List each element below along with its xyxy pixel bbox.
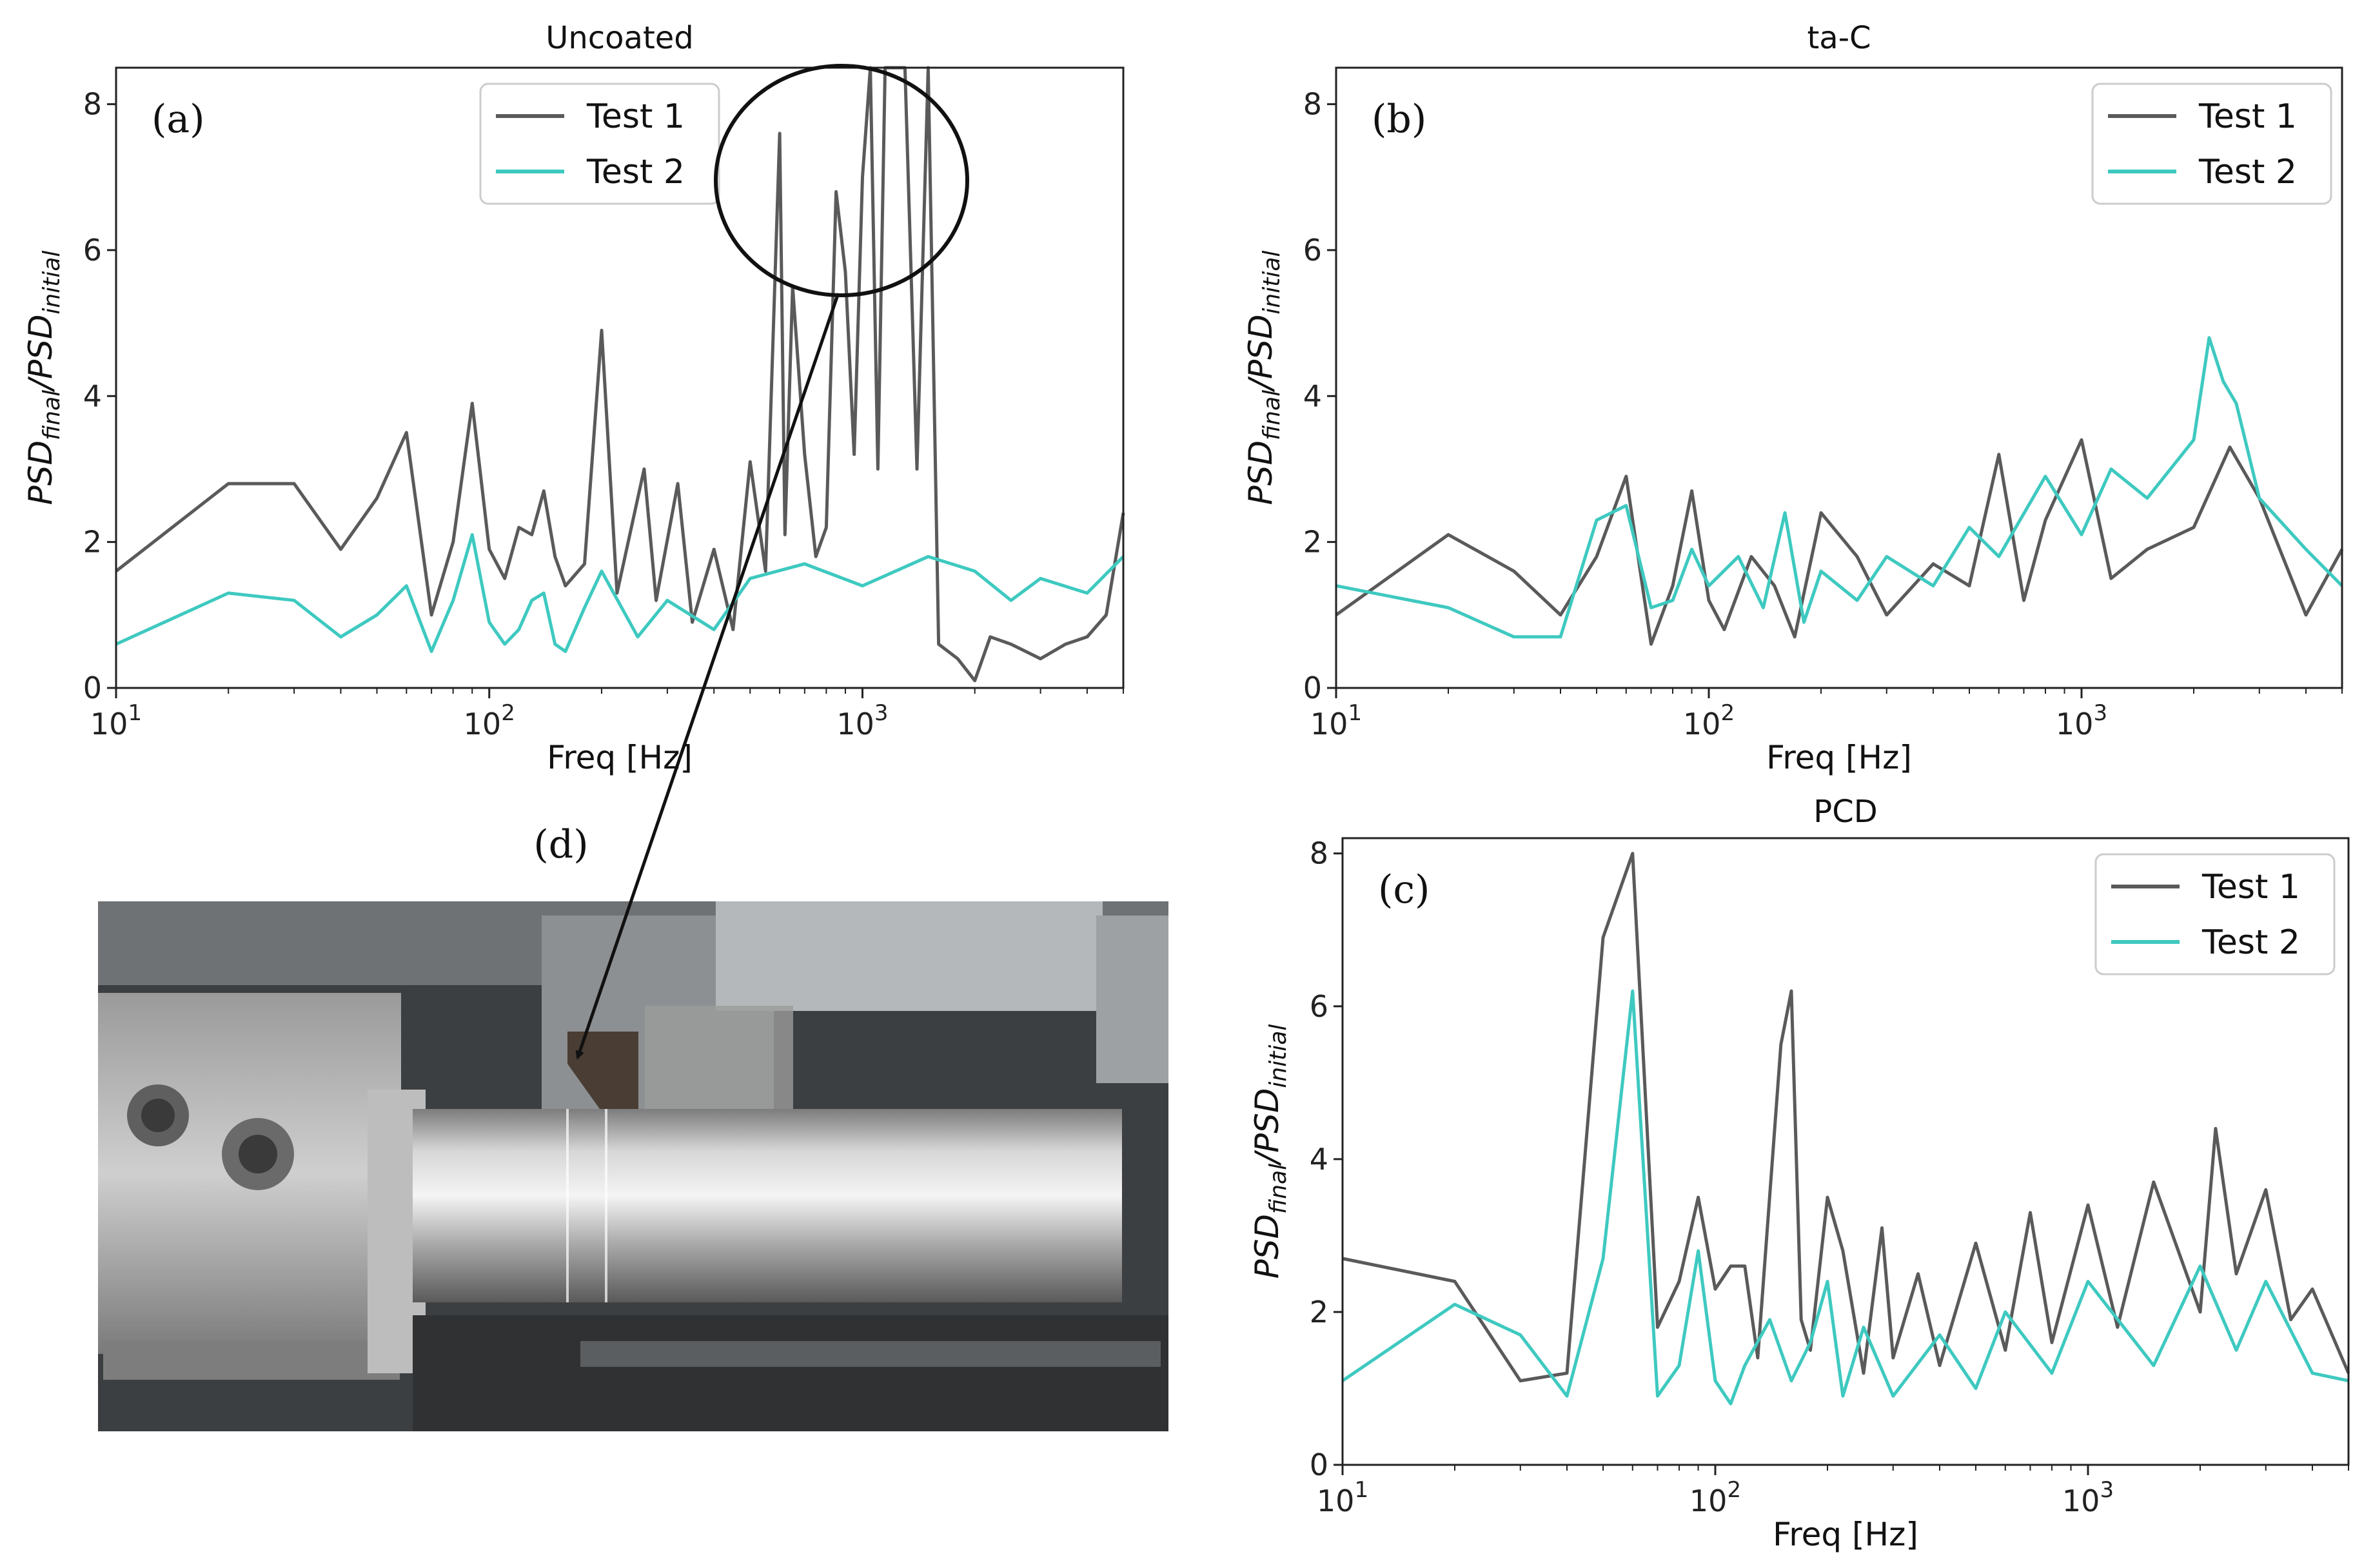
- y-tick-label: 2: [1310, 1295, 1328, 1329]
- series-line-test-2: [1335, 336, 2343, 639]
- plot-frame: [115, 66, 1125, 689]
- legend-box: [2094, 853, 2336, 975]
- panel-label: (a): [152, 97, 205, 142]
- x-axis-label: Freq [Hz]: [1773, 1516, 1918, 1553]
- chart-title: ta-C: [1807, 20, 1871, 56]
- chart-uncoated: Uncoated 0 2 4 6 8 101 102 103 Freq [Hz] PSDfinal/…: [22, 20, 1125, 776]
- y-tick-label: 4: [1303, 378, 1322, 413]
- plot-frame: [1335, 66, 2343, 689]
- legend-label-test-2: Test 2: [2198, 153, 2297, 191]
- x-tick-label: 102: [464, 700, 515, 741]
- legend-label-test-1: Test 1: [2198, 97, 2297, 136]
- y-tick-label: 0: [1310, 1447, 1328, 1482]
- x-tick-label: 101: [1310, 700, 1362, 741]
- x-axis-label: Freq [Hz]: [547, 739, 693, 776]
- y-tick-label: 8: [1303, 87, 1322, 122]
- lathe-photo: [98, 901, 1168, 1431]
- y-axis-label: PSDfinal/PSDinitial: [22, 251, 65, 505]
- y-axis-label: PSDfinal/PSDinitial: [1248, 1024, 1292, 1279]
- photo-panel-label: (d): [533, 822, 588, 867]
- panel-label: (b): [1372, 97, 1426, 142]
- y-tick-label: 6: [1303, 233, 1322, 268]
- series-line-test-2: [1341, 989, 2349, 1406]
- chart-pcd: PCD 0 2 4 6 8 101 102 103 Freq [Hz] PSDfinal/PSDin…: [1248, 794, 2350, 1553]
- legend-label-test-1: Test 1: [586, 97, 685, 136]
- highlight-circle: [714, 64, 969, 297]
- y-axis-label: PSDfinal/PSDinitial: [1242, 251, 1285, 505]
- x-tick-label: 103: [836, 700, 888, 741]
- x-tick-label: 102: [1689, 1477, 1741, 1518]
- panel-label: (c): [1378, 867, 1430, 912]
- legend-box: [479, 83, 720, 205]
- x-tick-label: 101: [90, 700, 142, 741]
- chart-title: Uncoated: [546, 20, 694, 56]
- legend-box: [2091, 83, 2332, 205]
- y-tick-label: 0: [1303, 671, 1322, 705]
- plot-frame: [1341, 837, 2350, 1466]
- y-tick-label: 4: [1310, 1142, 1328, 1177]
- y-tick-label: 8: [83, 87, 102, 122]
- x-axis-label: Freq [Hz]: [1766, 739, 1912, 776]
- x-tick-label: 102: [1683, 700, 1735, 741]
- chart-title: PCD: [1813, 794, 1877, 830]
- y-tick-label: 4: [83, 378, 102, 413]
- series-line-test-1: [1335, 438, 2344, 646]
- y-tick-label: 6: [83, 233, 102, 268]
- x-tick-label: 101: [1317, 1477, 1368, 1518]
- chart-ta-c: ta-C 0 2 4 6 8 101 102 103 Freq [Hz] PSDfinal/PSDi…: [1242, 20, 2344, 776]
- x-tick-label: 103: [2056, 700, 2107, 741]
- y-tick-label: 8: [1310, 836, 1328, 871]
- annotation-arrow: [575, 293, 840, 1060]
- y-tick-label: 6: [1310, 989, 1328, 1024]
- y-tick-label: 2: [1303, 525, 1322, 560]
- legend-label-test-2: Test 2: [586, 153, 685, 191]
- series-line-test-1: [1342, 852, 2350, 1383]
- y-tick-label: 2: [83, 525, 102, 560]
- legend-label-test-1: Test 1: [2201, 868, 2300, 906]
- series-line-test-1: [115, 66, 1125, 683]
- y-tick-label: 0: [83, 671, 102, 705]
- series-line-test-2: [115, 533, 1125, 653]
- legend-label-test-2: Test 2: [2201, 923, 2300, 962]
- x-tick-label: 103: [2062, 1477, 2114, 1518]
